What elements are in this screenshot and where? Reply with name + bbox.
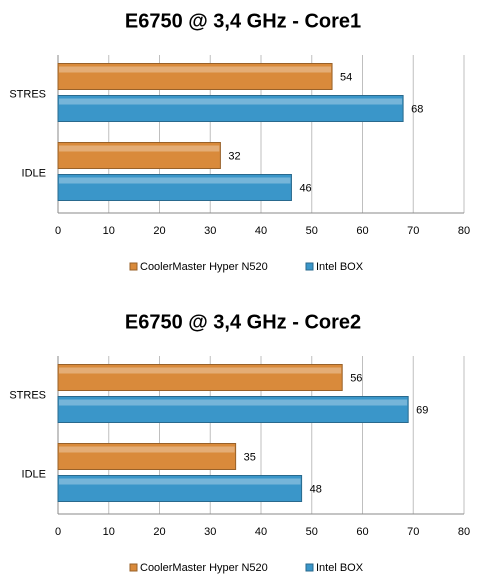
x-tick-label: 70 — [407, 526, 419, 538]
value-label: 46 — [299, 182, 311, 194]
y-tick-label: IDLE — [22, 468, 46, 480]
chart-title: E6750 @ 3,4 GHz - Core1 — [125, 10, 361, 32]
chart-title: E6750 @ 3,4 GHz - Core2 — [125, 311, 361, 333]
bar — [57, 142, 221, 169]
x-tick-label: 80 — [458, 526, 470, 538]
value-label: 68 — [411, 103, 423, 115]
x-tick-label: 20 — [153, 225, 165, 237]
x-tick-label: 10 — [103, 526, 115, 538]
legend-label: CoolerMaster Hyper N520 — [140, 562, 268, 574]
bar-highlight — [59, 177, 291, 184]
legend-label: Intel BOX — [316, 562, 364, 574]
bar — [57, 174, 292, 201]
x-tick-label: 10 — [103, 225, 115, 237]
x-tick-label: 60 — [356, 526, 368, 538]
x-tick-label: 0 — [55, 225, 61, 237]
x-tick-label: 40 — [255, 225, 267, 237]
y-tick-label: STRES — [9, 88, 46, 100]
x-tick-label: 50 — [306, 526, 318, 538]
value-label: 56 — [350, 372, 362, 384]
bar-highlight — [59, 98, 403, 105]
legend-label: CoolerMaster Hyper N520 — [140, 261, 268, 273]
x-tick-label: 80 — [458, 225, 470, 237]
bar-highlight — [59, 446, 235, 453]
bar-highlight — [59, 145, 220, 152]
legend-swatch — [305, 563, 314, 572]
y-tick-label: STRES — [9, 389, 46, 401]
legend-swatch — [129, 262, 138, 271]
bar-highlight — [59, 399, 408, 406]
value-label: 35 — [244, 451, 256, 463]
x-tick-label: 60 — [356, 225, 368, 237]
bar-highlight — [59, 478, 301, 485]
bar-highlight — [59, 66, 332, 73]
bar — [57, 443, 237, 470]
y-tick-label: IDLE — [22, 167, 46, 179]
value-label: 69 — [416, 404, 428, 416]
bar — [57, 364, 343, 391]
legend-swatch — [305, 262, 314, 271]
x-tick-label: 20 — [153, 526, 165, 538]
bar — [57, 396, 409, 423]
x-tick-label: 50 — [306, 225, 318, 237]
x-tick-label: 40 — [255, 526, 267, 538]
bar — [57, 475, 303, 502]
x-tick-label: 30 — [204, 225, 216, 237]
x-tick-label: 0 — [55, 526, 61, 538]
legend-label: Intel BOX — [316, 261, 364, 273]
value-label: 54 — [340, 71, 352, 83]
bar-highlight — [59, 367, 342, 374]
bar — [57, 95, 404, 122]
bar — [57, 63, 333, 90]
value-label: 48 — [310, 483, 322, 495]
legend-swatch — [129, 563, 138, 572]
value-label: 32 — [228, 150, 240, 162]
x-tick-label: 70 — [407, 225, 419, 237]
x-tick-label: 30 — [204, 526, 216, 538]
